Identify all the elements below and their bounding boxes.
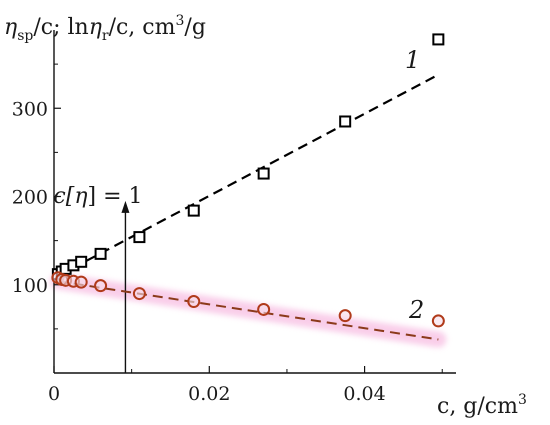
series-2-point: [338, 309, 352, 323]
annotation-label: c[η] = 1: [53, 184, 142, 209]
series-2-point: [132, 287, 146, 301]
y-axis-title: ηsp/c; lnηr/c, cm3/g: [4, 13, 206, 44]
series-2-fit-line: [57, 280, 439, 341]
series-1-point: [187, 204, 200, 217]
series-2-point: [431, 314, 445, 328]
y-tick-label: 200: [12, 187, 48, 209]
annotation-arrow-head: [121, 200, 130, 213]
data-points: [51, 33, 445, 328]
series-2-point: [74, 275, 88, 289]
series-1-point: [339, 115, 352, 128]
series-1-label: 1: [405, 46, 420, 74]
fit-lines: [57, 73, 439, 341]
series-1-point: [133, 231, 146, 244]
series-2-label: 2: [408, 296, 424, 324]
series-1-point: [257, 167, 270, 180]
series-2-point: [94, 279, 108, 293]
series-1-point: [432, 33, 445, 46]
x-tick-label: 0.02: [188, 383, 230, 405]
series-2-point: [187, 295, 201, 309]
labels: 0 0.02 0.04 100 200 300 c[η] = 1 1 2 ηsp/c; lnηr/…: [4, 13, 527, 419]
x-axis-title: c, g/cm3: [437, 392, 527, 419]
y-tick-label: 100: [12, 275, 48, 297]
series-1-point: [94, 247, 107, 260]
series-1-point: [75, 255, 88, 268]
x-tick-label: 0: [48, 383, 60, 405]
y-tick-label: 300: [12, 98, 48, 120]
x-tick-label: 0.04: [343, 383, 385, 405]
series-2-point: [257, 302, 271, 316]
series-1-fit-line: [57, 73, 439, 277]
